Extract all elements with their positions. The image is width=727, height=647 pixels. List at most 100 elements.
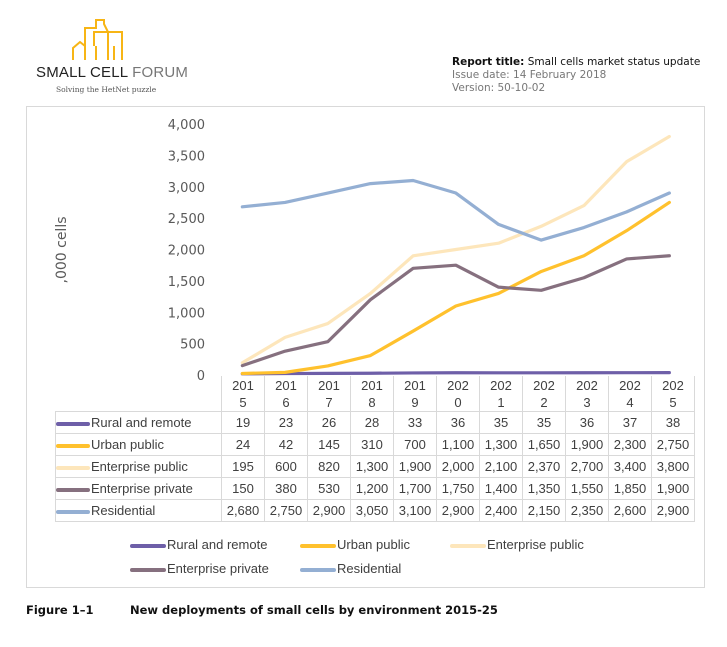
table-row: Enterprise private 150 380 530 1,200 1,700 1,7… [55, 477, 695, 500]
x-tick-label-part: 7 [325, 394, 333, 410]
data-label: 2,750 [651, 433, 695, 456]
legend-item: Rural and remote [130, 537, 267, 553]
series-name: Urban public [91, 437, 164, 452]
data-label: 3,400 [608, 455, 652, 478]
legend-key-icon [300, 543, 336, 548]
data-label: 2,370 [522, 455, 566, 478]
data-label: 36 [436, 411, 480, 434]
series-name: Rural and remote [91, 415, 192, 430]
data-label: 1,100 [436, 433, 480, 456]
series-line-enterprise-private [240, 254, 671, 368]
data-label: 1,900 [565, 433, 609, 456]
x-tick-label-part: 5 [239, 394, 247, 410]
legend-key-icon [130, 567, 166, 572]
data-label: 1,550 [565, 477, 609, 500]
x-tick-label: 202 4 [608, 376, 652, 412]
data-label: 2,750 [264, 499, 308, 522]
data-label: 3,050 [350, 499, 394, 522]
x-tick-label: 202 1 [479, 376, 523, 412]
data-label: 1,300 [350, 455, 394, 478]
x-tick-label-part: 201 [318, 377, 340, 393]
logo-name-forum: FORUM [132, 64, 189, 81]
data-label: 35 [479, 411, 523, 434]
x-tick-label-part: 201 [275, 377, 297, 393]
x-tick-label-part: 202 [576, 377, 598, 393]
data-label: 150 [221, 477, 265, 500]
x-tick-label: 202 5 [651, 376, 695, 412]
legend-key-icon [56, 487, 90, 492]
y-tick-label: 2,500 [168, 212, 205, 227]
logo-wordmark: SMALL CELL FORUM [36, 64, 188, 81]
data-table: 201 5 201 6 201 7 201 8 201 9 202 0 202 1 202 2 202 3 202 4… [55, 376, 695, 522]
table-row: Rural and remote 19 23 26 28 33 36 35 35 36 37 38 [55, 411, 695, 434]
legend-label: Enterprise public [487, 537, 584, 552]
legend-item: Enterprise private [130, 561, 269, 577]
x-tick-label-part: 4 [626, 394, 634, 410]
data-label: 530 [307, 477, 351, 500]
legend-key-icon [56, 443, 90, 448]
y-tick-label: 4,000 [168, 118, 205, 133]
data-label: 19 [221, 411, 265, 434]
version: Version: 50-10-02 [452, 82, 546, 94]
data-label: 1,900 [393, 455, 437, 478]
data-label: 1,400 [479, 477, 523, 500]
logo-tagline: Solving the HetNet puzzle [56, 85, 157, 94]
x-tick-label-part: 202 [490, 377, 512, 393]
data-label: 1,700 [393, 477, 437, 500]
y-axis-label: ,000 cells [54, 216, 70, 283]
report-title-label: Report title: [452, 56, 525, 68]
x-tick-label-part: 1 [497, 394, 505, 410]
table-row: Urban public 24 42 145 310 700 1,100 1,300 1,650… [55, 433, 695, 456]
x-tick-label-part: 202 [662, 377, 684, 393]
data-label: 1,900 [651, 477, 695, 500]
x-tick-label: 201 6 [264, 376, 308, 412]
data-label: 35 [522, 411, 566, 434]
data-label: 2,100 [479, 455, 523, 478]
table-header-row: 201 5 201 6 201 7 201 8 201 9 202 0 202 1 202 2 202 3 202 4… [55, 376, 695, 412]
logo-buildings-icon [72, 19, 123, 60]
x-tick-label-part: 201 [232, 377, 254, 393]
legend-label: Rural and remote [167, 537, 268, 552]
legend-key-icon [56, 509, 90, 514]
y-tick-label: 3,000 [168, 181, 205, 196]
x-tick-label-part: 2 [540, 394, 548, 410]
legend-label: Urban public [337, 537, 410, 552]
series-label: Residential [55, 499, 222, 522]
data-label: 1,650 [522, 433, 566, 456]
x-tick-label-part: 201 [404, 377, 426, 393]
data-label: 145 [307, 433, 351, 456]
figure-number: Figure 1–1 [26, 603, 94, 617]
series-name: Enterprise public [91, 459, 188, 474]
data-label: 2,600 [608, 499, 652, 522]
series-name: Enterprise private [91, 481, 193, 496]
chart-frame [26, 106, 705, 588]
data-label: 28 [350, 411, 394, 434]
data-label: 380 [264, 477, 308, 500]
legend-label: Enterprise private [167, 561, 269, 576]
x-tick-label: 201 7 [307, 376, 351, 412]
table-corner [55, 376, 222, 412]
x-tick-label: 201 5 [221, 376, 265, 412]
data-label: 2,150 [522, 499, 566, 522]
x-tick-label-part: 6 [282, 394, 290, 410]
logo-name: SMALL CELL [36, 64, 128, 81]
x-tick-label: 201 9 [393, 376, 437, 412]
data-label: 36 [565, 411, 609, 434]
data-label: 2,000 [436, 455, 480, 478]
x-tick-label-part: 201 [361, 377, 383, 393]
x-tick-label-part: 202 [447, 377, 469, 393]
data-label: 1,300 [479, 433, 523, 456]
x-tick-label-part: 9 [411, 394, 419, 410]
figure-caption: Figure 1–1 New deployments of small cells… [26, 603, 498, 617]
legend-key-icon [300, 567, 336, 572]
data-label: 2,300 [608, 433, 652, 456]
issue-date: Issue date: 14 February 2018 [452, 69, 607, 81]
x-tick-label-part: 0 [454, 394, 462, 410]
table-row: Enterprise public 195 600 820 1,300 1,900 2,00… [55, 455, 695, 478]
data-label: 38 [651, 411, 695, 434]
figure-title: New deployments of small cells by enviro… [130, 603, 498, 617]
x-tick-label: 202 2 [522, 376, 566, 412]
data-label: 700 [393, 433, 437, 456]
data-label: 33 [393, 411, 437, 434]
legend-key-icon [130, 543, 166, 548]
